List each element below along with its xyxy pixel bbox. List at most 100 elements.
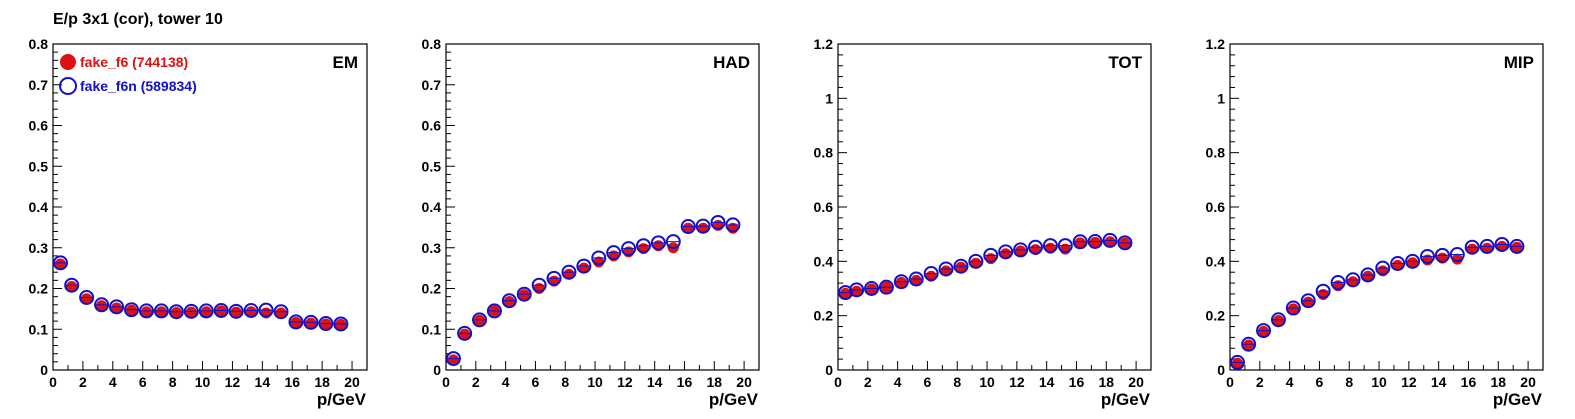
y-tick-label: 0 [1217, 362, 1225, 378]
data-point-filled [1074, 237, 1086, 249]
data-point-open [472, 312, 488, 328]
legend-entry: fake_f6n (589834) [59, 77, 197, 95]
series-1 [447, 219, 739, 366]
data-point-filled [275, 307, 287, 319]
data-point-filled [682, 222, 694, 234]
x-tick-label: 18 [1490, 374, 1506, 390]
data-point-open [1057, 238, 1073, 254]
data-point-open [243, 303, 259, 319]
plot-frame [837, 43, 1152, 371]
x-tick-label: 12 [1009, 374, 1025, 390]
data-point-open [273, 304, 289, 320]
data-point-filled [230, 306, 242, 318]
data-point-open [94, 297, 110, 313]
data-point-open [968, 253, 984, 269]
data-point-open [849, 282, 865, 298]
page-title: E/p 3x1 (cor), tower 10 [53, 11, 223, 28]
data-point-filled [81, 293, 93, 305]
data-point-filled [1392, 259, 1404, 271]
y-tick-label: 0.5 [29, 158, 49, 174]
y-tick-label: 0 [433, 362, 441, 378]
data-point-open [606, 245, 622, 261]
x-tick-label: 16 [677, 374, 693, 390]
x-tick-label: 0 [442, 374, 450, 390]
x-tick-label: 10 [1371, 374, 1387, 390]
y-tick-label: 0 [40, 362, 48, 378]
data-point-filled [955, 261, 967, 273]
data-point-open [998, 244, 1014, 260]
y-tick-label: 1 [1217, 90, 1225, 106]
chart-panel-mip: 0 0.2 0.4 0.6 0.8 1 1.2 0 2 4 6 8 10 12 14 16 18 20p/GeV M… [1206, 36, 1544, 409]
y-tick-label: 0.2 [814, 308, 834, 324]
data-point-open [650, 235, 666, 251]
legend-label: fake_f6n (589834) [80, 78, 197, 94]
data-point-open [893, 274, 909, 290]
x-tick-label: 4 [502, 374, 510, 390]
y-tick-label: 0.6 [29, 118, 49, 134]
data-point-open [198, 303, 214, 319]
data-point-filled [54, 258, 66, 270]
y-tick-label: 0.2 [422, 281, 442, 297]
data-point-open [1042, 238, 1058, 254]
data-point-open [591, 250, 607, 266]
data-point-filled [851, 285, 863, 297]
data-point-open [1405, 253, 1421, 269]
y-tick-label: 0.3 [29, 240, 49, 256]
legend-label: fake_f6 (744138) [80, 54, 188, 70]
data-point-open [923, 266, 939, 282]
y-tick-label: 0.2 [1206, 308, 1226, 324]
x-tick-label: 8 [169, 374, 177, 390]
data-point-filled [111, 302, 123, 314]
data-point-open [695, 218, 711, 234]
data-point-filled [66, 280, 78, 292]
y-tick-label: 0.8 [29, 36, 49, 52]
data-point-open [837, 285, 853, 301]
data-point-filled [839, 287, 851, 299]
data-point-open [79, 289, 95, 305]
data-point-open [864, 281, 880, 296]
x-tick-label: 16 [1461, 374, 1477, 390]
data-point-filled [245, 306, 257, 318]
y-tick-label: 0.7 [29, 77, 49, 93]
legend-entry: fake_f6 (744138) [60, 54, 188, 70]
data-point-filled [1481, 242, 1493, 254]
data-point-open [878, 279, 894, 295]
data-point-open [1494, 236, 1510, 252]
panel-label: TOT [1108, 53, 1142, 72]
series-1 [54, 258, 347, 330]
data-point-filled [1104, 236, 1116, 248]
data-point-filled [1258, 325, 1270, 337]
data-point-open [138, 303, 154, 319]
data-point-open [725, 217, 741, 233]
series-2 [445, 214, 741, 367]
x-tick-label: 6 [532, 374, 540, 390]
x-tick-label: 12 [617, 374, 633, 390]
data-point-filled [170, 307, 182, 319]
data-point-filled [1407, 257, 1419, 269]
data-point-open [64, 277, 80, 293]
y-tick-label: 0.4 [814, 253, 834, 269]
x-tick-label: 20 [736, 374, 752, 390]
data-point-filled [200, 306, 212, 318]
data-point-open [501, 293, 517, 309]
x-tick-label: 2 [1256, 374, 1264, 390]
data-point-open [183, 303, 199, 319]
legend-marker-filled [60, 54, 76, 70]
data-point-open [1345, 272, 1361, 288]
data-point-filled [1466, 243, 1478, 255]
data-point-open [1256, 323, 1272, 339]
data-point-open [1285, 300, 1301, 316]
data-point-open [561, 264, 577, 280]
data-point-filled [895, 277, 907, 289]
x-tick-label: 8 [1345, 374, 1353, 390]
data-point-open [1419, 248, 1435, 264]
x-axis-label: p/GeV [1493, 390, 1543, 409]
data-point-open [318, 316, 334, 332]
x-tick-label: 12 [225, 374, 241, 390]
data-point-open [1241, 336, 1257, 352]
y-tick-label: 0.4 [422, 199, 442, 215]
data-point-filled [155, 306, 167, 318]
chart-panel-tot: 0 0.2 0.4 0.6 0.8 1 1.2 0 2 4 6 8 10 12 14 16 18 20p/GeV T… [814, 36, 1152, 409]
y-tick-label: 0.1 [29, 321, 49, 337]
x-tick-label: 14 [1431, 374, 1447, 390]
